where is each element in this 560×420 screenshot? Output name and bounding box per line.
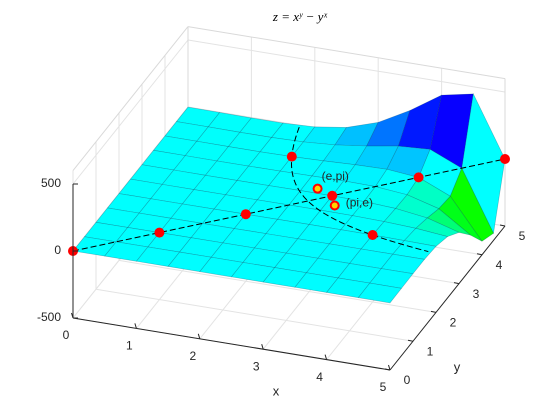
y-tick-label: 2 — [450, 316, 457, 330]
y-tick-label: 1 — [427, 344, 434, 358]
y-axis — [389, 225, 506, 371]
x-axis — [72, 317, 391, 371]
marker — [327, 190, 338, 201]
grid-line — [118, 259, 437, 313]
y-tick-label: 3 — [473, 287, 480, 301]
y-tick — [453, 282, 460, 285]
y-tick-label: 0 — [404, 373, 411, 387]
surface-patch — [403, 227, 449, 247]
annotation-label: (e,pi) — [322, 169, 349, 183]
z-tick-label: -500 — [37, 310, 61, 324]
x-tick-label: 0 — [63, 328, 70, 342]
y-axis-label: y — [454, 359, 461, 374]
y-tick — [476, 253, 483, 256]
marker — [154, 227, 165, 238]
x-tick — [71, 312, 74, 319]
box-edge — [187, 26, 506, 80]
equality-curve — [308, 201, 429, 253]
z-tick-label: 0 — [54, 243, 61, 257]
x-tick-label: 4 — [316, 370, 323, 384]
equality-curve — [290, 126, 308, 201]
x-tick-label: 3 — [253, 359, 260, 373]
x-axis-label: x — [273, 383, 280, 398]
y-tick — [384, 368, 391, 371]
x-tick — [134, 323, 137, 329]
chart-title: z = xʸ − yˣ — [272, 9, 327, 24]
annotation-marker — [329, 200, 340, 211]
x-tick — [197, 333, 201, 339]
z-tick-label: 500 — [41, 176, 61, 190]
x-tick-label: 2 — [189, 349, 196, 363]
marker — [240, 209, 251, 220]
marker — [500, 154, 510, 164]
grid-line — [187, 39, 506, 93]
surface-patch — [369, 268, 414, 289]
surface-patch — [357, 282, 403, 304]
x-tick — [261, 344, 264, 350]
marker — [367, 230, 378, 240]
x-tick — [324, 354, 328, 360]
annotation-marker — [312, 183, 323, 194]
y-tick — [499, 224, 506, 227]
box-edge — [72, 26, 189, 171]
y-tick-label: 4 — [496, 258, 503, 272]
x-tick-label: 1 — [126, 339, 133, 353]
y-tick-label: 5 — [519, 229, 526, 243]
annotation-label: (pi,e) — [346, 196, 373, 210]
diagonal-line — [72, 158, 506, 252]
grid-line — [95, 288, 414, 342]
x-tick — [388, 364, 391, 371]
x-tick-label: 5 — [380, 380, 387, 394]
y-tick — [407, 339, 414, 342]
grid-line — [72, 106, 189, 252]
marker — [286, 151, 297, 162]
y-tick — [430, 310, 437, 313]
grid-line — [72, 39, 189, 185]
marker — [413, 172, 424, 183]
